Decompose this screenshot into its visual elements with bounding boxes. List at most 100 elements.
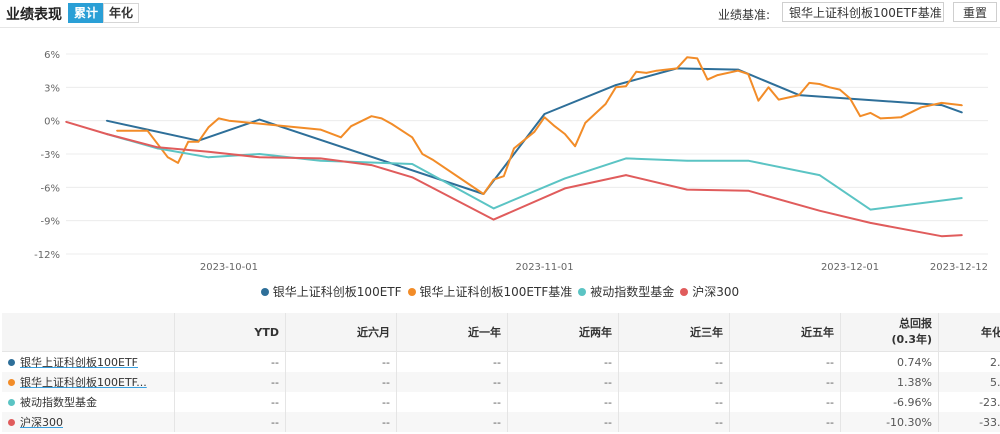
mode-tabs: 累计 年化 (68, 3, 140, 23)
data-point (869, 222, 872, 224)
period-return-cell: -- (507, 392, 619, 412)
period-return-cell: -- (285, 412, 397, 432)
tab-cumulative[interactable]: 累计 (68, 3, 105, 23)
data-point (116, 129, 118, 132)
data-point (177, 162, 179, 164)
data-point (961, 234, 963, 236)
period-return-cell: -- (174, 412, 286, 432)
period-return-cell: -- (618, 351, 730, 372)
header-ytd: YTD (174, 313, 286, 352)
fund-name: 被动指数型基金 (20, 396, 97, 409)
fund-name-cell[interactable]: 银华上证科创板100ETF (2, 351, 175, 372)
data-point (859, 115, 861, 118)
data-point (258, 153, 261, 155)
legend-marker-icon (578, 288, 587, 296)
period-return-cell: -- (174, 351, 286, 372)
annual-return-cell: 2.78% (938, 351, 1000, 372)
period-return-cell: -- (174, 372, 286, 392)
data-point (818, 174, 821, 176)
performance-table: YTD 近六月 近一年 近两年 近三年 近五年 总回报 (0.3年) 年化回报 … (2, 313, 1000, 432)
data-point (553, 125, 556, 128)
data-point (411, 163, 413, 165)
period-return-cell: -- (729, 392, 841, 412)
header-name (2, 313, 175, 352)
data-point (961, 111, 963, 114)
benchmark-select[interactable]: 银华上证科创板100ETF基准 (782, 2, 944, 22)
legend-item[interactable]: 银华上证科创板100ETF基准 (407, 283, 572, 300)
period-return-cell: -- (396, 412, 508, 432)
data-point (818, 83, 821, 85)
data-point (564, 177, 566, 180)
data-point (849, 97, 851, 100)
data-point (543, 113, 546, 115)
x-tick-label: 2023-12-12 (930, 262, 988, 273)
data-point (686, 159, 688, 162)
data-point (625, 174, 627, 176)
period-return-cell: -- (618, 372, 730, 392)
reset-button[interactable]: 重置 (953, 2, 997, 22)
data-point (370, 164, 373, 166)
data-point (319, 157, 322, 160)
fund-name-cell: 被动指数型基金 (2, 392, 175, 412)
data-point (808, 82, 811, 84)
y-tick-label: -12% (34, 250, 60, 261)
data-point (747, 159, 749, 162)
y-tick-label: -9% (41, 217, 60, 228)
header-5y: 近五年 (729, 313, 841, 352)
tab-annualized[interactable]: 年化 (103, 3, 140, 23)
data-point (961, 104, 963, 107)
data-point (635, 70, 637, 73)
y-tick-label: 0% (44, 117, 60, 128)
data-point (380, 117, 383, 120)
data-point (391, 123, 393, 125)
fund-name-cell[interactable]: 沪深300 (2, 412, 175, 432)
legend-item[interactable]: 沪深300 (680, 283, 739, 300)
data-point (798, 94, 800, 96)
data-point (604, 103, 607, 105)
data-point (920, 106, 923, 109)
data-point (421, 153, 424, 155)
data-point (228, 119, 230, 122)
fund-name[interactable]: 银华上证科创板100ETF... (20, 376, 147, 389)
legend-item[interactable]: 银华上证科创板100ETF (260, 283, 402, 300)
data-point (258, 156, 261, 159)
data-point (645, 72, 648, 74)
data-point (584, 122, 587, 124)
data-point (564, 133, 566, 135)
header-divider (0, 27, 1000, 28)
data-point (706, 78, 709, 81)
fund-name[interactable]: 沪深300 (20, 416, 63, 429)
y-tick-label: -6% (41, 183, 60, 194)
series-marker-icon (8, 359, 15, 366)
chart-legend: 银华上证科创板100ETF 银华上证科创板100ETF基准 被动指数型基金 沪深300 (0, 283, 1000, 300)
data-point (340, 136, 342, 139)
legend-item[interactable]: 被动指数型基金 (578, 283, 674, 300)
period-return-cell: -- (174, 392, 286, 412)
table-row: 银华上证科创板100ETF------------0.74%2.78% (2, 351, 1000, 372)
data-point (615, 84, 617, 86)
series-marker-icon (8, 379, 15, 386)
data-point (716, 74, 719, 76)
data-point (319, 128, 322, 131)
fund-name-cell[interactable]: 银华上证科创板100ETF... (2, 372, 175, 392)
fund-name[interactable]: 银华上证科创板100ETF (20, 356, 138, 369)
table-row: 被动指数型基金-------------6.96%-23.55% (2, 392, 1000, 412)
y-tick-label: 6% (44, 50, 60, 61)
total-return-cell: -6.96% (840, 392, 939, 412)
data-point (167, 156, 169, 159)
data-point (737, 69, 739, 72)
data-point (655, 69, 658, 72)
data-point (869, 208, 872, 211)
header-6m: 近六月 (285, 313, 397, 352)
data-point (146, 129, 149, 132)
data-point (503, 175, 505, 178)
data-point (492, 218, 495, 221)
header-bar: 业绩表现 累计 年化 业绩基准: 银华上证科创板100ETF基准 重置 (0, 0, 1000, 26)
performance-chart: 6% 3% 0% -3% -6% -9% -12% 2023-10-01 2023-11-01 2… (34, 50, 988, 273)
data-point (187, 140, 189, 143)
data-point (940, 104, 943, 106)
table-row: 银华上证科创板100ETF...------------1.38%5.24% (2, 372, 1000, 392)
data-point (900, 116, 902, 119)
y-tick-label: 3% (44, 83, 60, 94)
data-point (105, 119, 108, 122)
